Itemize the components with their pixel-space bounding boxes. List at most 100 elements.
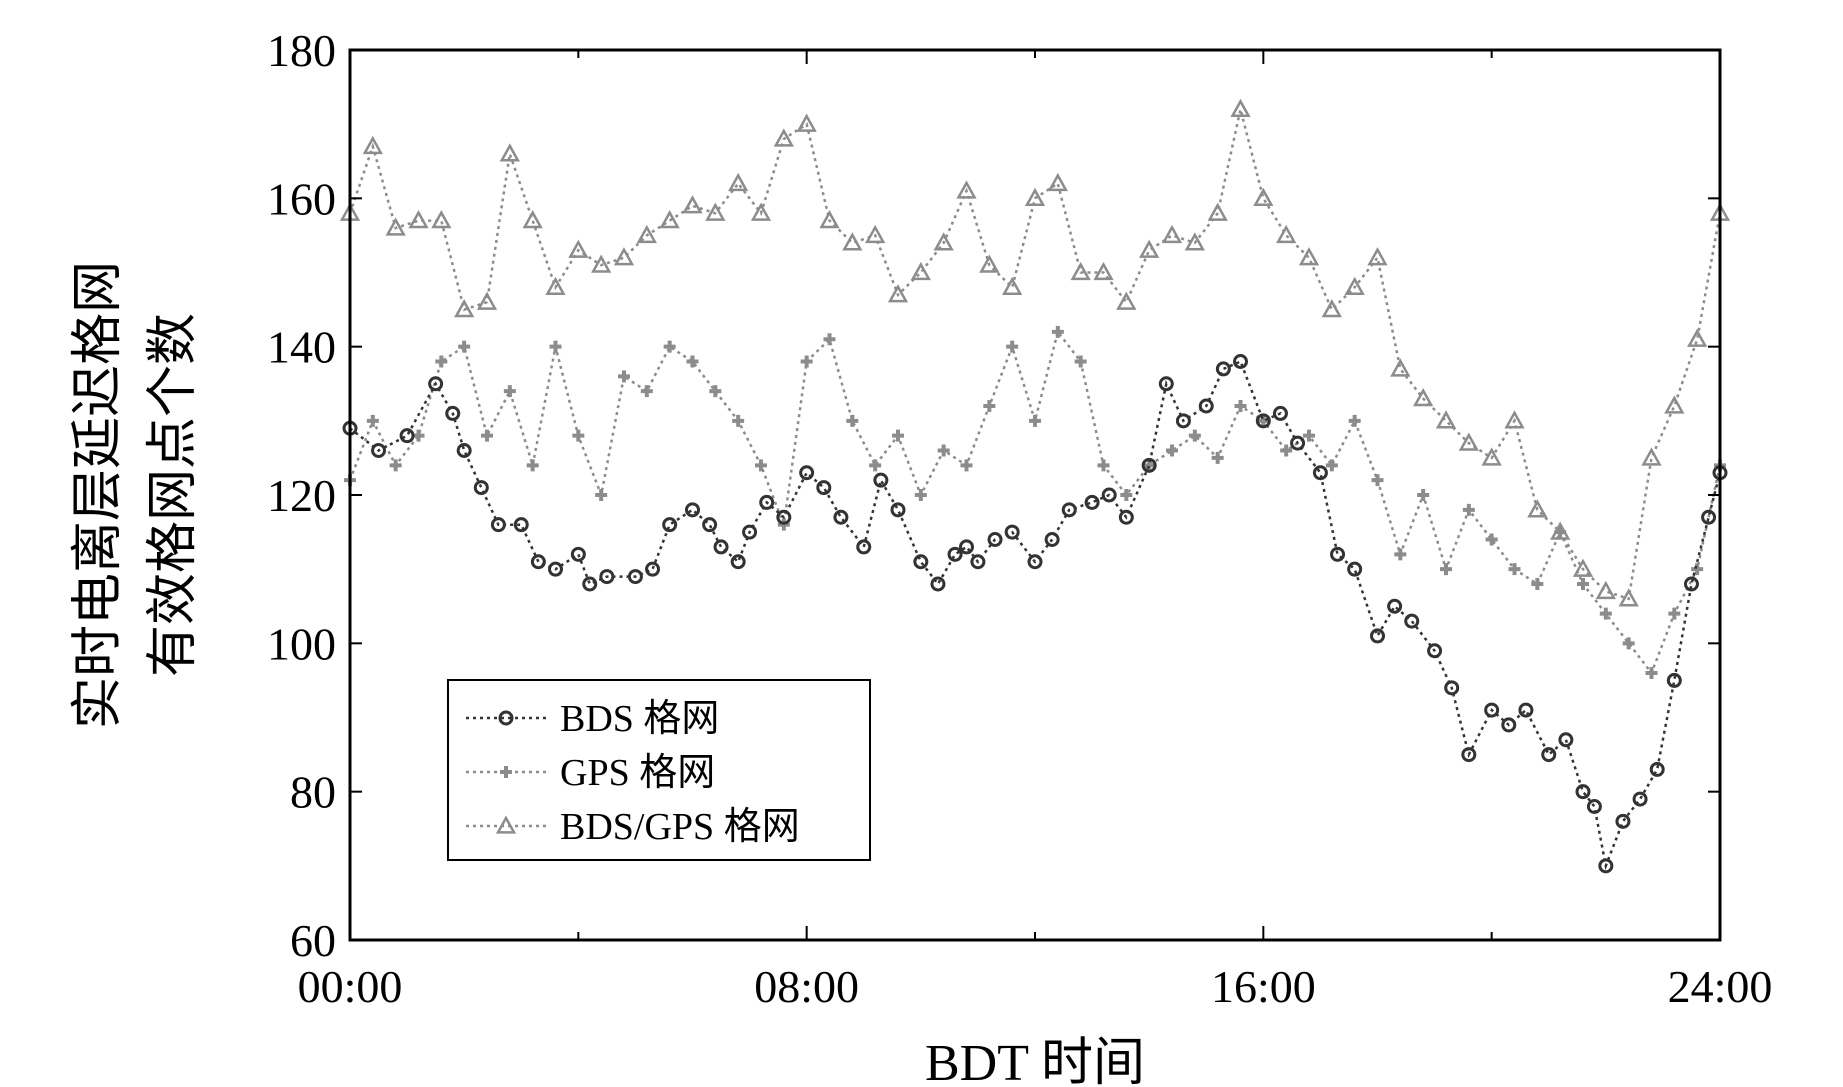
series-2-point xyxy=(1325,459,1338,472)
x-tick-label: 24:00 xyxy=(1668,961,1773,1012)
series-1-point xyxy=(987,532,1003,547)
ticks-layer: 60 80 100 120 140 160 180 00:00 08:00 16:00 24:00 xyxy=(267,25,1772,1012)
series-1-point xyxy=(1615,813,1631,829)
series-3-point xyxy=(728,172,749,192)
series-2-point xyxy=(572,429,585,442)
series-1-point xyxy=(1101,487,1117,503)
y-tick-label: 60 xyxy=(290,915,336,966)
series-1-point xyxy=(816,480,832,496)
series-1-point xyxy=(1558,732,1574,748)
series-1-point xyxy=(548,561,563,577)
series-2-point xyxy=(1440,563,1452,576)
y-tick-label: 180 xyxy=(267,25,336,76)
series-layer xyxy=(339,98,1731,874)
series-3-point xyxy=(1550,521,1571,540)
series-1-point xyxy=(930,576,946,592)
x-tick-label: 16:00 xyxy=(1211,961,1316,1012)
series-2-point xyxy=(618,370,630,383)
legend-marker xyxy=(498,710,514,726)
series-1-point xyxy=(833,509,849,525)
series-3-point xyxy=(1253,187,1274,206)
y-axis-title-line-2: 有效格网点个数 xyxy=(145,313,202,677)
series-2-line xyxy=(348,329,1722,676)
series-3-point xyxy=(682,195,703,214)
series-3-point xyxy=(1413,388,1434,407)
series-1-point xyxy=(776,509,792,525)
series-2-point xyxy=(1348,414,1361,427)
series-1-point xyxy=(730,554,746,570)
series-3-point xyxy=(887,284,909,303)
series-1-point xyxy=(759,494,775,510)
series-1-point xyxy=(1330,546,1346,562)
series-3-point xyxy=(1367,247,1388,266)
series-1-point xyxy=(1598,858,1614,874)
series-2-point xyxy=(1097,459,1110,472)
series-3-point xyxy=(636,224,657,244)
series-1-point xyxy=(702,517,718,533)
series-2-point xyxy=(1257,414,1270,427)
series-2-point xyxy=(526,459,539,472)
series-3-point xyxy=(454,299,475,318)
series-2-point xyxy=(1211,451,1224,464)
series-3-point xyxy=(1527,499,1548,518)
series-2-point xyxy=(732,414,745,427)
series-3-point xyxy=(750,202,772,221)
series-2-point xyxy=(869,459,882,472)
series-1-point xyxy=(685,502,700,518)
series-1-point xyxy=(947,546,963,562)
x-tick-label: 08:00 xyxy=(754,961,859,1012)
series-1-point xyxy=(570,546,586,562)
series-2-point xyxy=(1599,607,1612,620)
series-1-point xyxy=(1044,532,1060,547)
series-2-point xyxy=(960,459,973,472)
y-tick-label: 140 xyxy=(267,322,336,373)
legend-marker xyxy=(495,815,517,834)
series-1-point xyxy=(490,517,506,533)
series-1-point xyxy=(890,502,906,518)
series-1-point xyxy=(1084,494,1100,510)
series-1-point xyxy=(1501,717,1517,733)
legend-label: GPS 格网 xyxy=(560,752,715,794)
series-3 xyxy=(339,98,1731,607)
series-1-point xyxy=(1312,465,1328,481)
series-2-point xyxy=(937,444,950,457)
series-3-point xyxy=(1161,224,1183,244)
legend-label: BDS 格网 xyxy=(560,698,719,740)
series-1-point xyxy=(456,443,472,458)
series-1-point xyxy=(627,569,643,585)
series-1-point xyxy=(1586,799,1602,814)
series-2-point xyxy=(1280,444,1293,457)
series-2-point xyxy=(1691,563,1704,576)
series-1-point xyxy=(599,569,615,585)
series-3-point xyxy=(1184,232,1205,251)
series-2-point xyxy=(823,333,836,346)
y-tick-label: 120 xyxy=(267,470,336,521)
series-1-point xyxy=(1518,702,1534,718)
series-2-point xyxy=(640,385,653,398)
series-2-point xyxy=(1645,667,1658,679)
series-1-point xyxy=(371,443,387,458)
series-2-point xyxy=(892,429,904,442)
series-2-point xyxy=(1462,503,1475,516)
y-tick-label: 160 xyxy=(267,173,336,224)
series-3-point xyxy=(1116,291,1137,310)
series-3-point xyxy=(1207,202,1228,221)
series-2-point xyxy=(800,355,813,368)
series-3-point xyxy=(796,113,817,132)
series-1-point xyxy=(1575,784,1591,800)
legend-entries: BDS 格网 GPS 格网 BDS/GPS 格网 xyxy=(466,698,800,848)
series-3-point xyxy=(773,128,794,147)
series-3-point xyxy=(1070,261,1091,281)
legend-entry-1: BDS 格网 xyxy=(466,698,719,740)
series-3-point xyxy=(1139,239,1160,258)
series-1-point xyxy=(513,517,529,533)
series-3-point xyxy=(1458,432,1479,451)
series-1-point xyxy=(1158,376,1174,392)
series-2-point xyxy=(1417,489,1430,501)
series-1-point xyxy=(1175,413,1191,429)
series-1-point xyxy=(742,524,758,540)
series-3-point xyxy=(1276,224,1297,244)
series-2-point xyxy=(503,385,516,398)
series-2-point xyxy=(1394,548,1407,561)
